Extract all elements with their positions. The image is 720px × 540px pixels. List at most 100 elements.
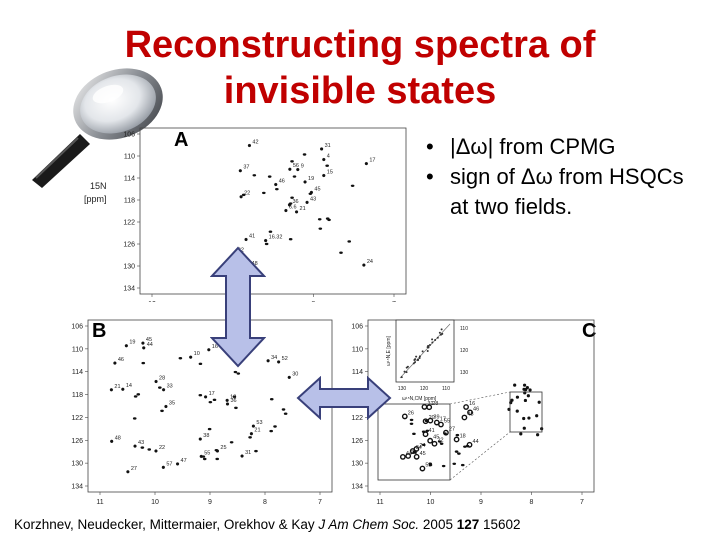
peak-label: 44	[473, 439, 479, 445]
peak	[466, 441, 473, 448]
inset-point	[413, 361, 416, 364]
peak	[154, 449, 158, 453]
inset-point	[406, 365, 409, 368]
peak	[288, 167, 292, 171]
y-tick-label: 126	[71, 438, 83, 445]
peak	[202, 457, 207, 461]
peak	[264, 242, 269, 246]
peak-label: 15	[327, 170, 333, 176]
peak	[207, 427, 212, 431]
peak	[109, 388, 114, 392]
peak	[294, 210, 299, 214]
y-tick-label: 110	[352, 346, 363, 353]
peak	[467, 409, 473, 416]
y-tick-label: 130	[71, 461, 83, 468]
peak	[441, 464, 446, 468]
peak	[409, 418, 414, 422]
peak	[126, 470, 130, 474]
peak	[241, 193, 246, 197]
peak	[110, 439, 114, 443]
peak	[347, 240, 352, 243]
double-arrow-vertical-icon	[210, 246, 266, 368]
x-tick-label: 8	[530, 499, 534, 506]
zoom-connector-top	[449, 391, 511, 405]
peak-label: 22	[159, 445, 165, 451]
peak-label: 37	[243, 165, 249, 171]
peak	[239, 195, 243, 199]
bullet-item: • |Δω| from CPMG	[420, 132, 700, 162]
peak	[424, 419, 429, 423]
peak-label: 56	[293, 163, 299, 169]
zoom-connector-bottom	[449, 431, 511, 481]
peak	[141, 341, 145, 345]
y-tick-label: 130	[123, 264, 135, 271]
peak	[290, 196, 294, 199]
peak	[350, 184, 355, 187]
peak	[154, 379, 158, 384]
peak-label: 16.32	[269, 235, 283, 241]
peak	[426, 404, 433, 411]
inset-point	[403, 370, 406, 373]
spectrum-c-zoom-region	[377, 403, 451, 481]
peak	[133, 444, 137, 448]
peak	[178, 357, 183, 360]
peak-label: 30	[292, 371, 298, 377]
peak	[288, 202, 293, 205]
peak	[322, 157, 326, 162]
peak-label: 38	[203, 433, 209, 439]
inset-axis-y-label: ω¹⁵N,E [ppm]	[386, 336, 392, 366]
peak	[364, 161, 368, 166]
peak-label: 26	[408, 410, 414, 416]
peak-label: 53	[256, 420, 262, 426]
peak	[515, 395, 520, 399]
peak-label: 55	[444, 419, 450, 425]
x-tick-label: 7	[580, 499, 584, 506]
x-tick-label: 11	[376, 499, 383, 506]
x-tick-label: 10	[148, 301, 156, 302]
peak	[234, 406, 238, 410]
peak	[212, 398, 217, 402]
y-tick-label: 106	[71, 324, 83, 331]
peak-label: 52	[425, 463, 431, 469]
peak	[238, 169, 242, 173]
peak	[269, 429, 273, 433]
spectrum-a-axis-title: 15N [ppm]	[84, 181, 107, 204]
peak	[290, 160, 294, 163]
peak	[287, 375, 291, 379]
peak-label: 17	[369, 158, 375, 164]
x-tick-label: 11	[96, 499, 103, 506]
peak	[401, 413, 408, 420]
y-tick-label: 114	[352, 369, 363, 376]
panel-label-c: C	[582, 320, 597, 342]
peak	[141, 361, 146, 365]
peak-label: 18	[460, 433, 466, 439]
inset-point	[400, 376, 403, 379]
peak	[427, 437, 434, 444]
peak	[113, 361, 117, 365]
citation-pages: 15602	[479, 517, 521, 532]
peak	[454, 450, 459, 453]
peak	[158, 386, 162, 389]
peak-label: 45	[433, 435, 439, 441]
peak-label: 44	[147, 342, 153, 348]
peak	[189, 355, 193, 359]
inset-point	[434, 339, 437, 342]
peak	[204, 395, 208, 399]
inset-point	[421, 350, 424, 353]
peak	[535, 414, 539, 418]
title-line-2: invisible states	[223, 70, 497, 112]
peak	[281, 408, 286, 411]
peak-label: 24	[419, 443, 425, 449]
peak-label: 41	[249, 233, 255, 239]
peak	[422, 431, 429, 438]
peak-label: 45	[420, 451, 426, 457]
peak	[225, 402, 230, 406]
bullet-symbol: •	[426, 164, 434, 189]
inset-x-tick-label: 110	[442, 386, 450, 392]
y-tick-label: 126	[351, 438, 363, 445]
bullet-symbol: •	[426, 134, 434, 159]
inset-point	[438, 331, 441, 334]
peak	[236, 372, 241, 375]
citation: Korzhnev, Neudecker, Mittermaier, Orekho…	[14, 517, 521, 532]
peak-label: 39	[433, 415, 439, 421]
